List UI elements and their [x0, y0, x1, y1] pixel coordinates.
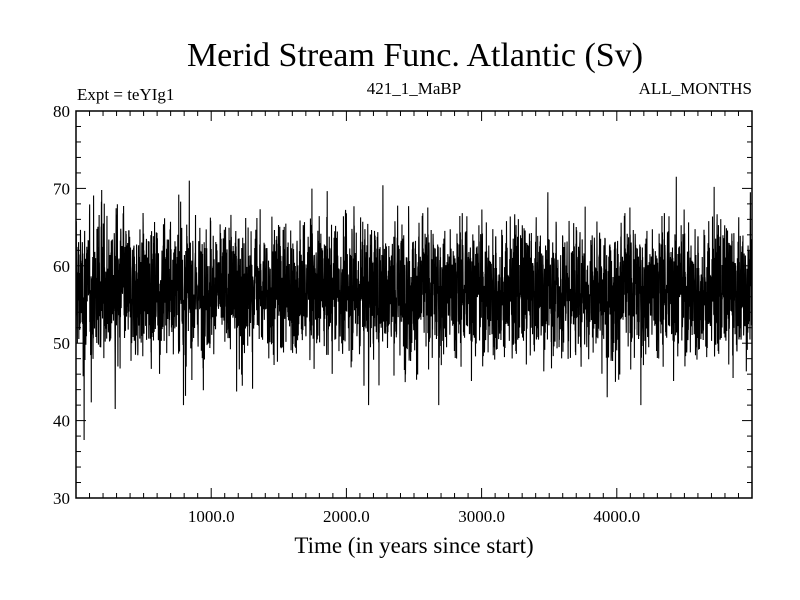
y-tick-label: 50: [53, 334, 70, 353]
x-tick-label: 1000.0: [188, 507, 235, 526]
y-tick-label: 30: [53, 489, 70, 508]
experiment-label: Expt = teYIg1: [77, 85, 174, 104]
x-axis-label: Time (in years since start): [294, 533, 533, 558]
y-tick-label: 70: [53, 179, 70, 198]
plot-frame: [75, 110, 753, 499]
chart-title: Merid Stream Func. Atlantic (Sv): [187, 37, 643, 74]
y-tick-label: 80: [53, 102, 70, 121]
ticks-layer: 30 40 50 60 70 80 1000.0 2000.0 3000.0 4000.0: [53, 102, 752, 526]
y-tick-label: 60: [53, 257, 70, 276]
period-label: 421_1_MaBP: [367, 79, 461, 98]
x-tick-label: 2000.0: [323, 507, 370, 526]
series-line: [75, 176, 753, 440]
y-tick-label: 40: [53, 412, 70, 431]
series-layer: [75, 176, 753, 440]
x-tick-label: 3000.0: [458, 507, 505, 526]
months-label: ALL_MONTHS: [639, 79, 752, 98]
x-tick-label: 4000.0: [593, 507, 640, 526]
